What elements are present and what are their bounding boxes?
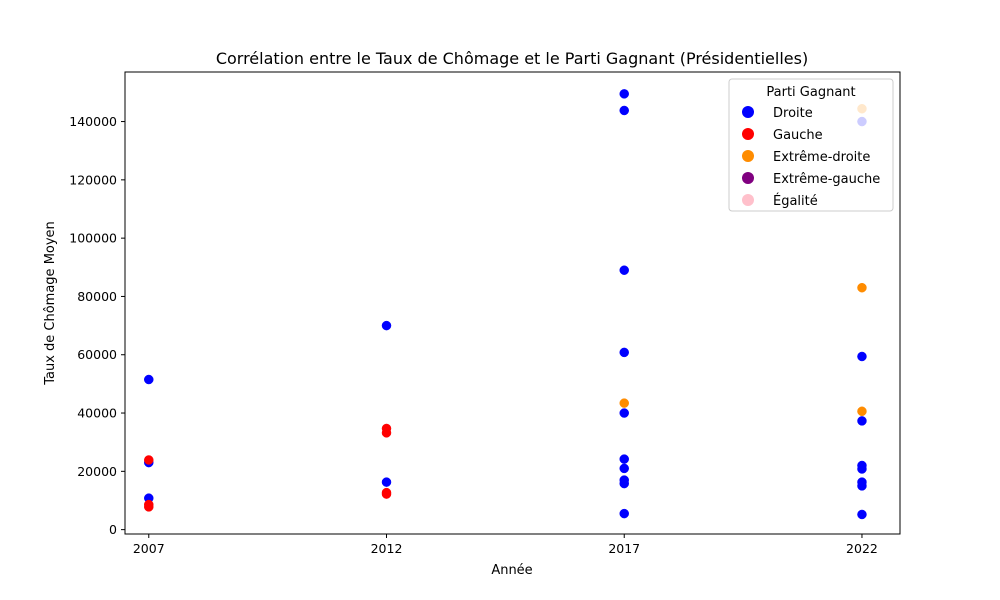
x-tick-label: 2007 xyxy=(133,541,165,556)
legend-entries: Droite Gauche Extrême-droite Extrême-gauche… xyxy=(742,106,880,209)
data-point xyxy=(857,481,867,491)
data-point xyxy=(144,455,154,465)
plot-area-frame xyxy=(124,71,901,535)
y-axis-label: Taux de Chômage Moyen xyxy=(43,221,58,386)
data-point xyxy=(381,477,392,487)
x-tick-label: 2012 xyxy=(371,541,403,556)
legend: Parti Gagnant Droite Gauche Extrême-droite… xyxy=(728,78,894,212)
data-point xyxy=(619,265,629,275)
legend-label: Droite xyxy=(773,106,813,121)
y-tick-label: 100000 xyxy=(69,231,117,246)
data-point xyxy=(619,105,629,116)
data-points xyxy=(144,89,867,520)
y-tick-label: 20000 xyxy=(77,464,117,479)
data-point xyxy=(619,398,629,408)
data-point xyxy=(857,406,867,417)
data-point xyxy=(619,478,629,489)
x-tick-label: 2017 xyxy=(608,541,640,556)
data-point xyxy=(857,282,867,293)
y-axis-ticks: 0 20000 40000 60000 80000 100000 120000 140000 xyxy=(69,114,125,537)
data-point xyxy=(619,347,629,358)
legend-marker xyxy=(742,172,754,184)
data-point xyxy=(619,463,629,474)
legend-title: Parti Gagnant xyxy=(766,85,855,100)
legend-marker xyxy=(742,128,754,140)
y-tick-label: 60000 xyxy=(77,347,117,362)
data-point xyxy=(144,374,154,385)
y-tick-label: 140000 xyxy=(69,114,117,129)
legend-marker xyxy=(742,194,754,206)
x-axis-label: Année xyxy=(491,563,532,578)
legend-box xyxy=(728,78,894,212)
x-axis-ticks: 2007 2012 2017 2022 xyxy=(133,534,878,556)
legend-label: Extrême-droite xyxy=(773,150,870,165)
data-point xyxy=(619,408,629,418)
data-point xyxy=(619,454,629,464)
data-point xyxy=(857,509,867,520)
data-point xyxy=(144,502,154,512)
data-point xyxy=(381,320,392,331)
y-tick-label: 0 xyxy=(109,522,117,537)
data-point xyxy=(619,508,629,519)
legend-label: Égalité xyxy=(773,193,818,209)
legend-label: Extrême-gauche xyxy=(773,172,880,187)
data-point xyxy=(381,428,392,438)
data-point xyxy=(857,351,867,362)
legend-label: Gauche xyxy=(773,128,823,143)
y-tick-label: 120000 xyxy=(69,172,117,187)
y-tick-label: 80000 xyxy=(77,289,117,304)
chart-title: Corrélation entre le Taux de Chômage et … xyxy=(216,49,808,68)
x-tick-label: 2022 xyxy=(846,541,878,556)
legend-marker xyxy=(742,150,754,162)
y-tick-label: 40000 xyxy=(77,406,117,421)
data-point xyxy=(381,489,392,499)
data-point xyxy=(857,416,867,426)
data-point xyxy=(619,89,629,99)
legend-marker xyxy=(742,106,754,118)
data-point xyxy=(857,464,867,474)
